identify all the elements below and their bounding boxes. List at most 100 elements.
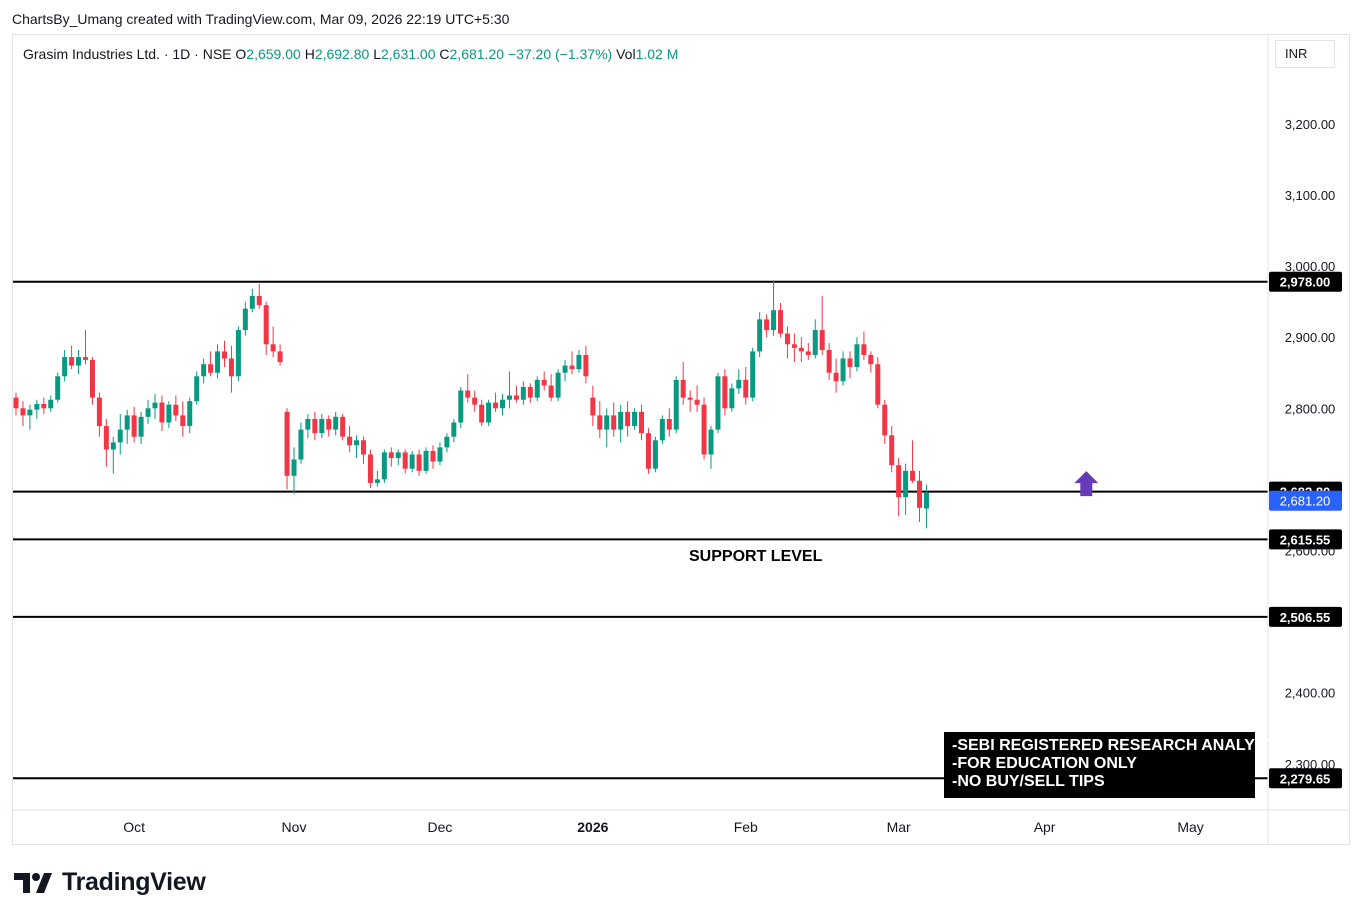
candle[interactable] bbox=[451, 418, 457, 443]
candle[interactable] bbox=[541, 371, 547, 391]
candle[interactable] bbox=[312, 411, 318, 441]
candle[interactable] bbox=[882, 399, 888, 444]
candle[interactable] bbox=[903, 463, 909, 515]
candle[interactable] bbox=[145, 399, 151, 424]
candle[interactable] bbox=[96, 392, 102, 437]
candle[interactable] bbox=[284, 408, 290, 490]
candle[interactable] bbox=[20, 401, 26, 427]
symbol-label[interactable]: Grasim Industries Ltd. · 1D · NSE bbox=[23, 46, 232, 62]
candle[interactable] bbox=[34, 399, 40, 419]
candle[interactable] bbox=[55, 372, 61, 403]
candle[interactable] bbox=[757, 312, 763, 358]
candle[interactable] bbox=[715, 372, 721, 434]
candle[interactable] bbox=[590, 385, 596, 427]
candle[interactable] bbox=[347, 426, 353, 453]
candle[interactable] bbox=[367, 449, 373, 488]
candle[interactable] bbox=[659, 415, 665, 444]
candle[interactable] bbox=[771, 280, 777, 336]
candle[interactable] bbox=[381, 449, 387, 483]
candle[interactable] bbox=[500, 394, 505, 416]
candle[interactable] bbox=[868, 351, 874, 373]
candle[interactable] bbox=[194, 371, 200, 405]
candle[interactable] bbox=[805, 342, 811, 360]
candle[interactable] bbox=[423, 447, 429, 474]
candle[interactable] bbox=[847, 351, 853, 379]
candle[interactable] bbox=[680, 362, 686, 405]
candle[interactable] bbox=[910, 440, 916, 483]
candle[interactable] bbox=[889, 426, 895, 473]
candle[interactable] bbox=[305, 413, 311, 439]
candle[interactable] bbox=[76, 349, 82, 375]
candle[interactable] bbox=[242, 301, 248, 336]
candle[interactable] bbox=[395, 449, 401, 466]
candle[interactable] bbox=[666, 408, 672, 437]
candle[interactable] bbox=[569, 351, 575, 375]
candle[interactable] bbox=[534, 376, 540, 402]
candle[interactable] bbox=[41, 397, 47, 414]
candle[interactable] bbox=[555, 369, 561, 402]
candle[interactable] bbox=[117, 413, 123, 455]
candle[interactable] bbox=[430, 445, 436, 469]
candle[interactable] bbox=[611, 402, 617, 437]
candle[interactable] bbox=[180, 401, 186, 437]
candle[interactable] bbox=[632, 408, 638, 430]
candle[interactable] bbox=[583, 345, 589, 384]
candle[interactable] bbox=[166, 401, 172, 429]
candle[interactable] bbox=[270, 326, 276, 358]
candle[interactable] bbox=[215, 344, 221, 379]
candle[interactable] bbox=[729, 383, 735, 412]
candle[interactable] bbox=[291, 447, 297, 494]
candle[interactable] bbox=[520, 381, 526, 405]
candle[interactable] bbox=[256, 283, 262, 309]
candle[interactable] bbox=[159, 395, 165, 432]
candle[interactable] bbox=[208, 351, 214, 377]
candle[interactable] bbox=[62, 349, 68, 382]
candle[interactable] bbox=[333, 411, 339, 436]
candle[interactable] bbox=[187, 397, 193, 434]
candle[interactable] bbox=[923, 484, 929, 529]
candle[interactable] bbox=[110, 436, 116, 474]
candle[interactable] bbox=[152, 394, 158, 419]
candle[interactable] bbox=[458, 386, 464, 429]
candle[interactable] bbox=[361, 436, 366, 464]
candle[interactable] bbox=[465, 374, 471, 403]
candle[interactable] bbox=[708, 426, 714, 469]
candle[interactable] bbox=[764, 314, 770, 338]
candle[interactable] bbox=[69, 345, 75, 370]
candle[interactable] bbox=[326, 415, 332, 437]
candle[interactable] bbox=[374, 470, 380, 487]
candle[interactable] bbox=[673, 376, 679, 434]
candle[interactable] bbox=[513, 385, 519, 403]
candle[interactable] bbox=[687, 390, 693, 412]
candle[interactable] bbox=[791, 333, 797, 363]
candle[interactable] bbox=[798, 337, 804, 363]
candle[interactable] bbox=[201, 358, 207, 384]
candle[interactable] bbox=[625, 401, 631, 437]
candle[interactable] bbox=[402, 449, 408, 474]
candle[interactable] bbox=[527, 383, 533, 403]
candle[interactable] bbox=[604, 408, 610, 448]
candle[interactable] bbox=[493, 392, 499, 412]
candle[interactable] bbox=[124, 409, 130, 444]
candle[interactable] bbox=[778, 303, 783, 338]
candle[interactable] bbox=[263, 301, 269, 355]
candle[interactable] bbox=[736, 369, 742, 395]
candle[interactable] bbox=[354, 435, 360, 459]
candle[interactable] bbox=[235, 326, 241, 382]
candle[interactable] bbox=[409, 450, 415, 473]
candle[interactable] bbox=[826, 342, 832, 380]
candle[interactable] bbox=[416, 449, 422, 476]
candle[interactable] bbox=[388, 447, 394, 467]
candle[interactable] bbox=[83, 330, 88, 365]
candle[interactable] bbox=[618, 404, 624, 443]
candle[interactable] bbox=[486, 399, 492, 427]
currency-selector[interactable]: INR bbox=[1275, 40, 1335, 68]
candle[interactable] bbox=[861, 331, 867, 360]
candle[interactable] bbox=[833, 358, 839, 393]
candle[interactable] bbox=[277, 344, 283, 366]
candle[interactable] bbox=[437, 442, 443, 466]
candle[interactable] bbox=[652, 436, 658, 473]
candle[interactable] bbox=[89, 357, 95, 405]
candle[interactable] bbox=[639, 404, 644, 441]
